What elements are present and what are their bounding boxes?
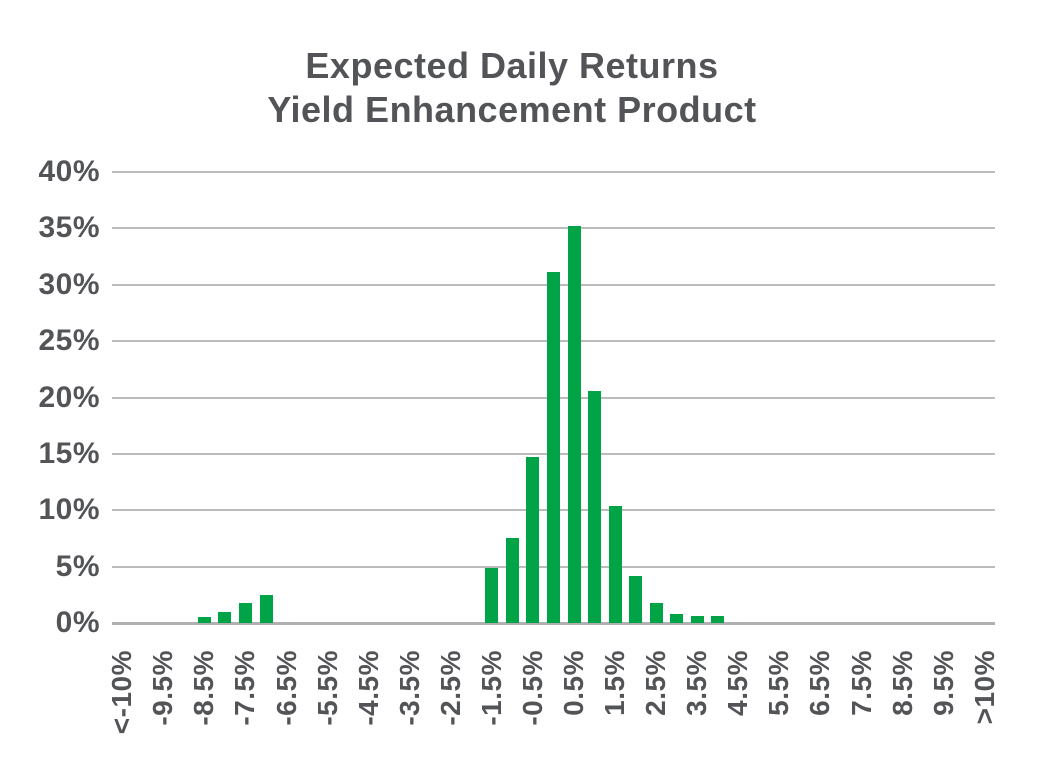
x-axis-tick-label: 6.5% bbox=[804, 650, 836, 716]
y-axis-tick-label: 15% bbox=[38, 436, 100, 470]
x-axis-tick-label: -0.5% bbox=[516, 650, 548, 726]
y-axis-tick-label: 10% bbox=[38, 493, 100, 527]
bar bbox=[670, 613, 684, 623]
bar bbox=[588, 390, 602, 623]
bar bbox=[197, 617, 211, 623]
bar bbox=[218, 611, 232, 623]
bar bbox=[649, 602, 663, 623]
bar bbox=[238, 602, 252, 623]
bar bbox=[526, 457, 540, 623]
y-axis-tick-label: 0% bbox=[55, 606, 100, 639]
x-axis-tick-label: 2.5% bbox=[640, 650, 672, 716]
x-axis-tick-label: <-10% bbox=[106, 650, 138, 735]
x-axis-tick-label: -3.5% bbox=[393, 650, 425, 726]
bar bbox=[690, 616, 704, 623]
y-axis-tick-label: 5% bbox=[55, 549, 100, 583]
x-axis-tick-label: -2.5% bbox=[434, 650, 466, 726]
gridline bbox=[112, 227, 995, 230]
x-axis-tick-label: -6.5% bbox=[270, 650, 302, 726]
x-axis-tick-label: -4.5% bbox=[352, 650, 384, 726]
x-axis-tick-label: 9.5% bbox=[927, 650, 959, 716]
bar bbox=[567, 226, 581, 623]
bar bbox=[711, 616, 725, 623]
y-axis-tick-label: 30% bbox=[38, 267, 100, 301]
y-axis-tick-label: 20% bbox=[38, 380, 100, 414]
x-axis-tick-label: -8.5% bbox=[188, 650, 220, 726]
x-axis-tick-label: >10% bbox=[968, 650, 1000, 725]
bar bbox=[629, 575, 643, 623]
chart-title-line-1: Expected Daily Returns bbox=[305, 45, 719, 86]
bar bbox=[505, 538, 519, 623]
chart-title-line-2: Yield Enhancement Product bbox=[267, 89, 757, 130]
x-axis-tick-label: 0.5% bbox=[558, 650, 590, 716]
x-axis-tick-label: -7.5% bbox=[229, 650, 261, 726]
x-axis-tick-label: 7.5% bbox=[845, 650, 877, 716]
y-axis-tick-label: 40% bbox=[38, 155, 100, 188]
x-axis-tick-label: 8.5% bbox=[886, 650, 918, 716]
x-axis-tick-label: -1.5% bbox=[475, 650, 507, 726]
chart-title: Expected Daily Returns Yield Enhancement… bbox=[0, 44, 1024, 132]
bar bbox=[259, 594, 273, 623]
y-axis-tick-label: 35% bbox=[38, 211, 100, 245]
gridline bbox=[112, 171, 995, 173]
x-axis-tick-label: -5.5% bbox=[311, 650, 343, 726]
x-axis-tick-label: 4.5% bbox=[722, 650, 754, 716]
bar bbox=[608, 505, 622, 623]
x-axis-line bbox=[112, 622, 995, 625]
bar bbox=[485, 567, 499, 623]
y-axis-tick-label: 25% bbox=[38, 324, 100, 358]
x-axis-tick-label: 1.5% bbox=[599, 650, 631, 716]
x-axis-tick-label: -9.5% bbox=[147, 650, 179, 726]
bar bbox=[547, 272, 560, 623]
x-axis-tick-label: 3.5% bbox=[681, 650, 713, 716]
x-axis-tick-label: 5.5% bbox=[763, 650, 795, 716]
